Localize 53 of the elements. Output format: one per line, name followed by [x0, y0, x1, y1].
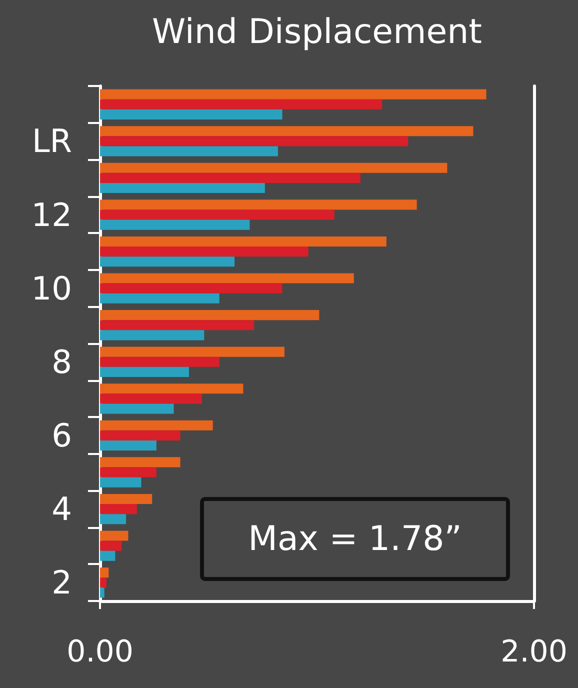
- bar: [100, 568, 109, 578]
- bar: [100, 172, 360, 183]
- bar: [100, 283, 282, 294]
- bar: [100, 430, 180, 440]
- bar: [100, 540, 122, 551]
- y-tick-label: LR: [32, 122, 72, 160]
- bar: [100, 310, 320, 320]
- y-tick-label: 6: [52, 416, 72, 454]
- bar: [100, 366, 189, 377]
- bar: [100, 109, 282, 120]
- bar: [100, 440, 156, 451]
- bar: [100, 220, 250, 230]
- bar: [100, 246, 308, 257]
- bar: [100, 293, 220, 304]
- bar: [100, 514, 126, 524]
- annotation: Max = 1.78”: [248, 519, 462, 559]
- bar: [100, 356, 220, 367]
- bar: [100, 494, 152, 504]
- bar: [100, 530, 128, 541]
- bar: [100, 330, 204, 340]
- bar: [100, 550, 116, 561]
- bar: [100, 99, 382, 110]
- bar: [100, 457, 180, 468]
- bar: [100, 504, 137, 514]
- bar: [100, 578, 107, 588]
- bar: [100, 89, 486, 100]
- y-tick-label: 8: [52, 342, 72, 381]
- bar: [100, 182, 265, 194]
- bar: [100, 588, 104, 598]
- bar: [100, 210, 334, 220]
- y-tick-label: 2: [52, 564, 72, 602]
- bar: [100, 126, 474, 136]
- y-tick-label: 10: [31, 269, 72, 308]
- bar: [100, 200, 417, 210]
- bar: [100, 404, 174, 414]
- chart-title: Wind Displacement: [152, 12, 482, 52]
- x-tick-label: 2.00: [500, 634, 568, 670]
- bar: [100, 467, 156, 478]
- bar: [100, 320, 254, 330]
- bar: [100, 236, 386, 247]
- bar: [100, 394, 202, 404]
- bar: [100, 384, 244, 394]
- bar: [100, 346, 284, 357]
- bar: [100, 146, 278, 156]
- x-tick-label: 0.00: [66, 634, 134, 670]
- bar: [100, 477, 142, 488]
- bar: [100, 136, 408, 146]
- bar: [100, 273, 354, 284]
- y-tick-label: 12: [31, 196, 72, 234]
- bar: [100, 420, 213, 430]
- bar: [100, 256, 235, 267]
- y-tick-label: 4: [52, 490, 72, 528]
- bar: [100, 162, 448, 173]
